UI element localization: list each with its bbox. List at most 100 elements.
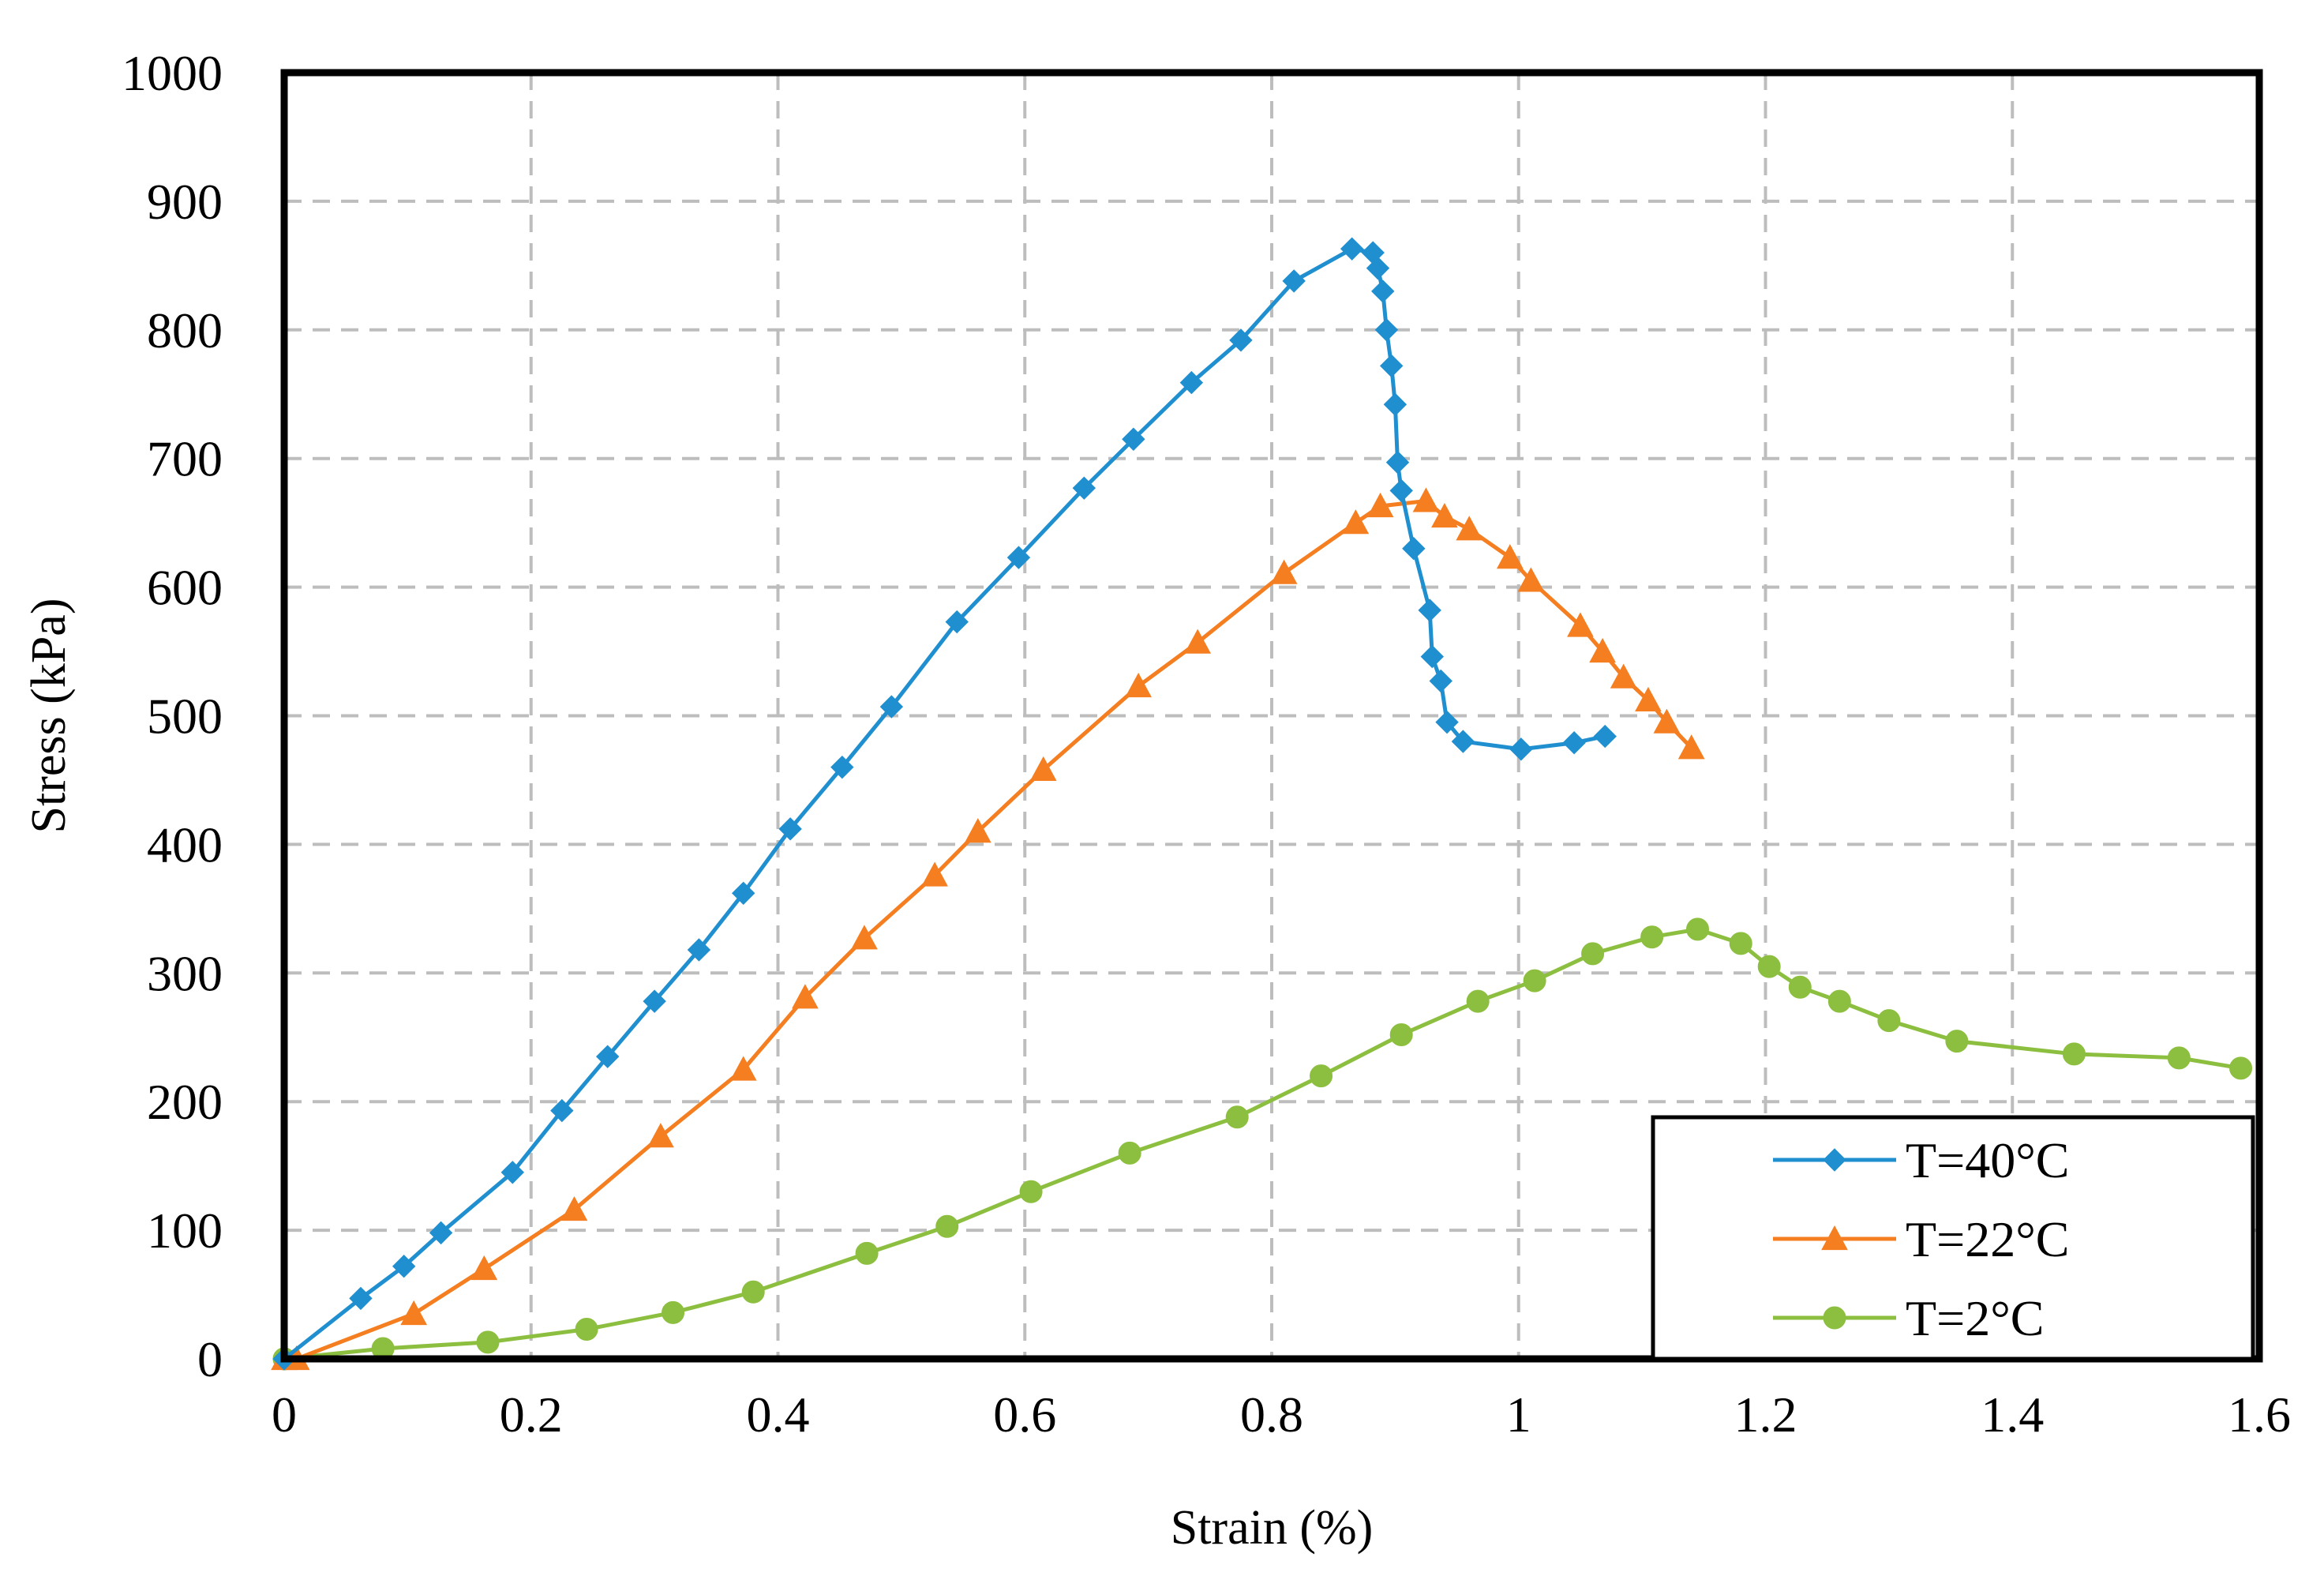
data-point: [1379, 354, 1404, 378]
data-point: [1635, 686, 1662, 712]
y-tick-label: 500: [147, 689, 223, 745]
data-point: [1640, 925, 1664, 949]
data-point: [1466, 989, 1490, 1013]
data-point: [1509, 737, 1533, 761]
legend-marker: [1823, 1148, 1846, 1172]
data-point: [778, 817, 802, 841]
data-point: [729, 1056, 757, 1081]
data-point: [662, 1300, 685, 1324]
y-tick-label: 0: [197, 1331, 223, 1387]
data-point: [855, 1241, 879, 1265]
data-point: [1877, 1009, 1901, 1033]
x-tick-label: 1: [1506, 1387, 1531, 1443]
legend-marker: [1823, 1306, 1846, 1330]
data-point: [1118, 1141, 1141, 1165]
data-point: [830, 755, 854, 779]
y-tick-label: 900: [147, 174, 223, 230]
data-point: [1685, 917, 1709, 941]
data-point: [1019, 1180, 1043, 1203]
x-tick-label: 0: [272, 1387, 297, 1443]
legend-marker: [1821, 1225, 1848, 1251]
series-2: [272, 917, 2253, 1371]
data-point: [1581, 942, 1605, 966]
data-point: [1827, 989, 1851, 1013]
data-point: [1517, 567, 1545, 592]
data-point: [1431, 502, 1458, 528]
data-point: [1310, 1064, 1333, 1088]
data-point: [921, 861, 948, 887]
data-point: [1729, 932, 1752, 955]
legend-entry: T=40°C: [1773, 1132, 2069, 1188]
y-axis-ticks: 0 100 200 300 400 500 600 700 800 900 1000: [122, 45, 223, 1387]
data-point: [1029, 756, 1057, 782]
y-tick-label: 200: [147, 1074, 223, 1130]
x-tick-label: 1.6: [2228, 1387, 2291, 1443]
data-point: [851, 925, 878, 950]
data-point: [1677, 734, 1705, 760]
data-point: [476, 1330, 500, 1354]
y-tick-label: 300: [147, 945, 223, 1001]
data-point: [1389, 478, 1413, 503]
data-point: [643, 989, 666, 1013]
data-point: [647, 1123, 674, 1148]
data-point: [2062, 1042, 2086, 1066]
data-point: [1788, 975, 1812, 999]
data-point: [792, 984, 819, 1009]
data-point: [1496, 544, 1524, 569]
data-point: [1225, 1105, 1249, 1129]
y-axis-title: Stress (kPa): [22, 599, 76, 834]
y-tick-label: 400: [147, 816, 223, 872]
series-1: [271, 487, 1705, 1371]
data-point: [1757, 955, 1781, 978]
data-point: [1402, 537, 1426, 561]
data-point: [1366, 492, 1394, 518]
data-point: [1610, 663, 1637, 689]
x-tick-label: 0.8: [1240, 1387, 1303, 1443]
gridlines: [284, 73, 2259, 1359]
series-line: [284, 498, 1693, 1361]
y-tick-label: 1000: [122, 45, 223, 101]
data-point: [1366, 256, 1390, 280]
data-point: [1945, 1030, 1969, 1053]
data-point: [1429, 669, 1452, 693]
data-point: [349, 1286, 373, 1311]
legend-label: T=40°C: [1906, 1132, 2069, 1188]
x-tick-label: 0.2: [500, 1387, 563, 1443]
data-point: [1383, 392, 1408, 416]
data-point: [1451, 730, 1475, 753]
data-point: [1589, 637, 1616, 663]
data-point: [1523, 969, 1546, 993]
x-tick-label: 1.2: [1734, 1387, 1797, 1443]
data-point: [2167, 1046, 2191, 1070]
data-point: [575, 1318, 598, 1341]
data-point: [400, 1300, 428, 1326]
x-tick-label: 0.6: [993, 1387, 1056, 1443]
data-point: [1122, 427, 1145, 451]
data-point: [1270, 559, 1298, 584]
data-point: [1282, 269, 1306, 293]
data-point: [1072, 476, 1096, 500]
data-point: [1371, 280, 1395, 303]
data-point: [1006, 546, 1031, 569]
data-point: [1418, 599, 1441, 622]
data-point: [550, 1098, 574, 1123]
data-point: [560, 1195, 588, 1221]
data-point: [687, 938, 711, 962]
plot-area-frame: [280, 69, 2263, 1363]
data-point: [935, 1214, 959, 1238]
data-point: [1184, 629, 1212, 654]
data-point: [1562, 731, 1586, 755]
legend-entry: T=22°C: [1773, 1211, 2069, 1267]
data-point: [1412, 487, 1440, 512]
x-axis-ticks: 0 0.2 0.4 0.6 0.8 1 1.2 1.4 1.6: [272, 1387, 2291, 1443]
data-point: [1653, 708, 1681, 734]
data-point: [964, 818, 991, 843]
data-point: [1374, 318, 1399, 342]
data-point: [1456, 516, 1483, 541]
y-tick-label: 800: [147, 302, 223, 358]
data-point: [2229, 1056, 2253, 1080]
data-point: [595, 1045, 620, 1068]
y-tick-label: 700: [147, 431, 223, 487]
data-point: [1229, 328, 1253, 352]
